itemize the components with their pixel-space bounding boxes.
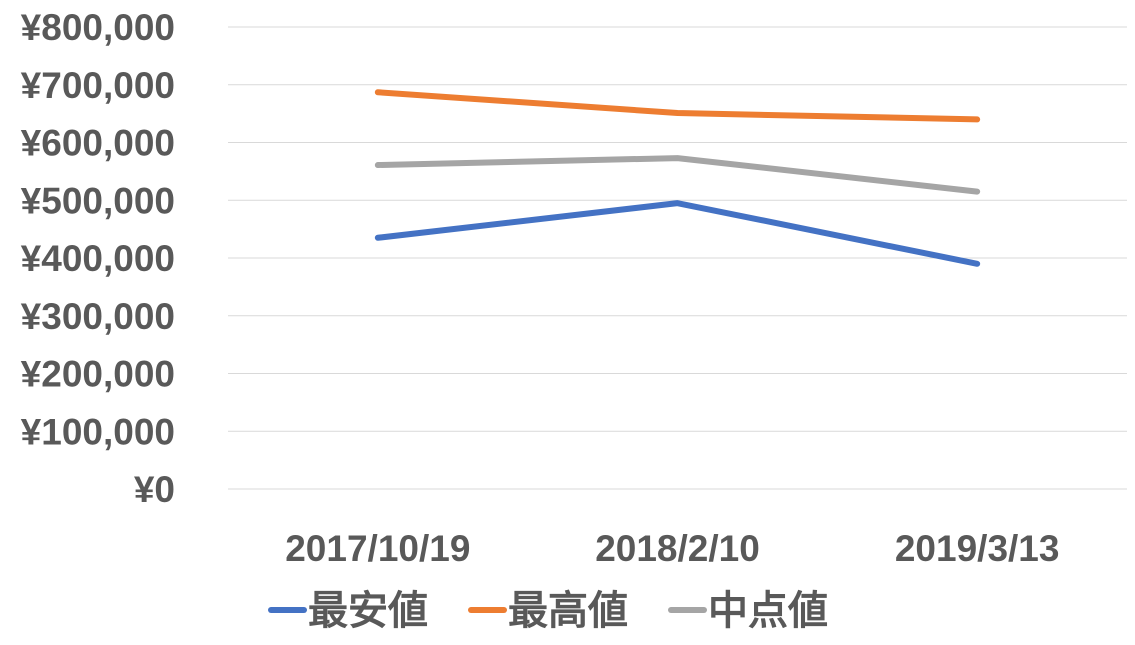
series-line (374, 89, 981, 123)
x-tick-label: 2019/3/13 (895, 528, 1060, 569)
y-axis-tick-labels: ¥0 ¥100,000 ¥200,000 ¥300,000 ¥400,000 ¥500,0… (21, 7, 175, 510)
gridlines (228, 26, 1127, 490)
y-tick-label: ¥400,000 (21, 238, 175, 279)
y-tick-label: ¥300,000 (21, 296, 175, 337)
x-tick-label: 2017/10/19 (285, 528, 470, 569)
y-tick-label: ¥700,000 (21, 65, 175, 106)
series-lines (374, 89, 981, 267)
y-tick-label: ¥500,000 (21, 180, 175, 221)
series-line (374, 200, 981, 267)
y-tick-label: ¥200,000 (21, 354, 175, 395)
legend: 最安値 最高値 中点値 (268, 588, 828, 634)
series-line (374, 155, 981, 195)
x-axis-tick-labels: 2017/10/19 2018/2/10 2019/3/13 (285, 528, 1059, 569)
legend-label: 最高値 (508, 588, 628, 634)
y-tick-label: ¥0 (134, 469, 175, 510)
y-tick-label: ¥800,000 (21, 7, 175, 48)
legend-label: 中点値 (708, 588, 828, 634)
y-tick-label: ¥100,000 (21, 411, 175, 452)
legend-label: 最安値 (308, 588, 428, 634)
y-tick-label: ¥600,000 (21, 123, 175, 164)
x-tick-label: 2018/2/10 (595, 528, 760, 569)
